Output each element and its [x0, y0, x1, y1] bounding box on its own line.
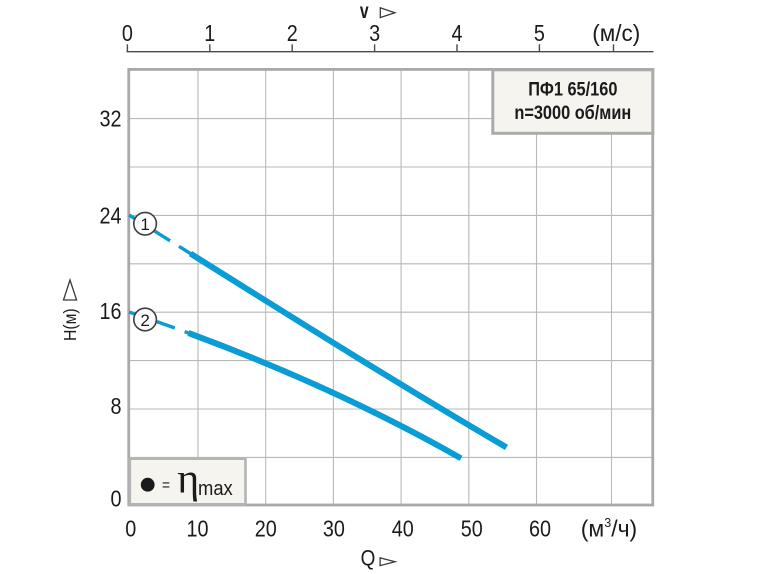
svg-text:v: v [360, 0, 369, 22]
svg-text:Н(м): Н(м) [60, 308, 80, 341]
svg-text:4: 4 [451, 21, 462, 47]
svg-text:24: 24 [99, 203, 121, 229]
svg-text:2: 2 [287, 21, 298, 47]
svg-text:0: 0 [125, 516, 136, 542]
svg-text:1: 1 [140, 215, 149, 234]
svg-text:8: 8 [110, 394, 121, 420]
svg-text:40: 40 [392, 516, 414, 542]
svg-text:ПФ1 65/160: ПФ1 65/160 [528, 78, 617, 99]
svg-text:(м3/ч): (м3/ч) [581, 516, 637, 542]
svg-text:max: max [198, 479, 233, 501]
svg-text:32: 32 [99, 106, 121, 132]
svg-text:10: 10 [186, 516, 208, 542]
svg-text:η: η [177, 456, 199, 502]
svg-text:n=3000 об/мин: n=3000 об/мин [514, 102, 631, 123]
svg-text:3: 3 [369, 21, 380, 47]
svg-text:0: 0 [122, 21, 133, 47]
svg-text:5: 5 [534, 21, 545, 47]
svg-text:16: 16 [99, 299, 121, 325]
svg-text:=: = [162, 476, 170, 494]
svg-text:20: 20 [255, 516, 277, 542]
svg-text:2: 2 [140, 311, 149, 330]
svg-text:0: 0 [110, 486, 121, 512]
svg-text:60: 60 [529, 516, 551, 542]
svg-text:Q: Q [361, 546, 376, 571]
svg-text:(м/с): (м/с) [592, 20, 640, 46]
svg-text:1: 1 [204, 21, 215, 47]
svg-text:50: 50 [461, 516, 483, 542]
svg-text:30: 30 [323, 516, 345, 542]
